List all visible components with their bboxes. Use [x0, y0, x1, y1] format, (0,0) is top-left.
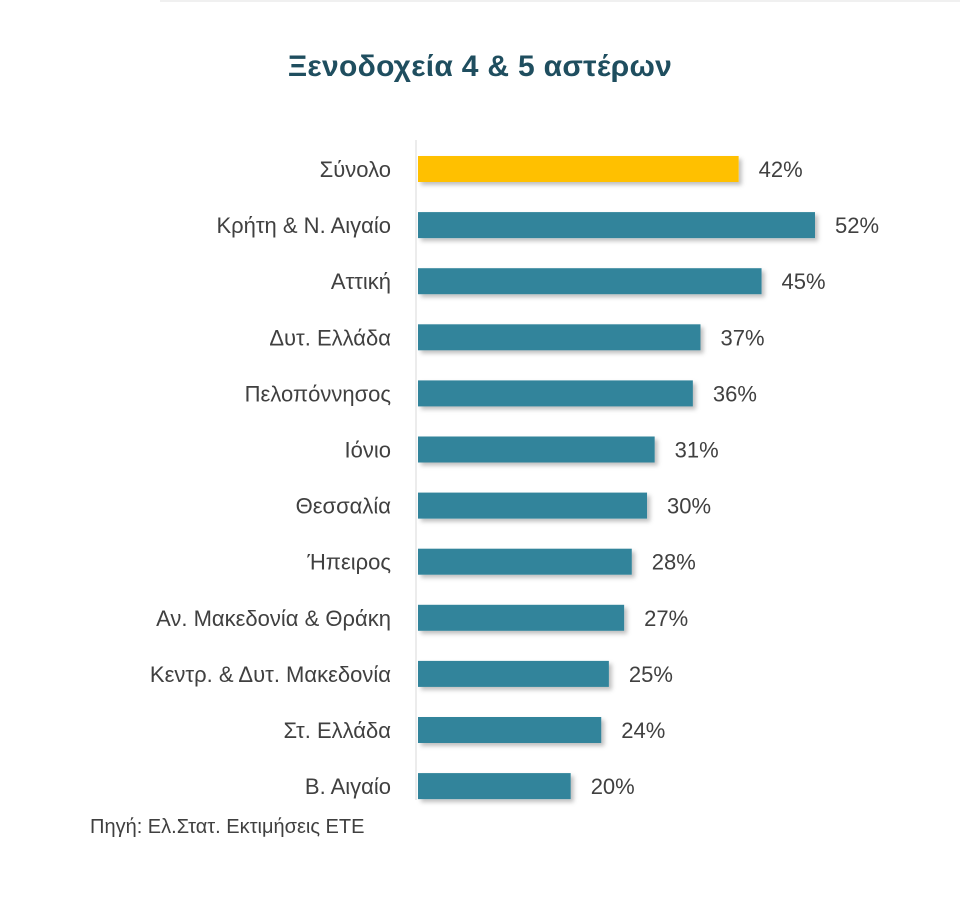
category-label: Αν. Μακεδονία & Θράκη — [156, 606, 391, 631]
bar — [418, 380, 693, 407]
category-label: Κεντρ. & Δυτ. Μακεδονία — [150, 662, 391, 687]
bar — [418, 717, 602, 743]
category-label: Στ. Ελλάδα — [284, 718, 392, 743]
category-label: Θεσσαλία — [296, 494, 392, 519]
category-label: Ιόνιο — [345, 438, 391, 463]
bar — [418, 212, 815, 239]
category-label: Σύνολο — [320, 157, 391, 182]
value-label: 27% — [644, 606, 688, 631]
value-label: 42% — [759, 157, 803, 182]
bar — [418, 492, 648, 519]
category-label: Πελοπόννησος — [245, 381, 391, 406]
value-label: 20% — [591, 774, 635, 799]
bar — [418, 660, 609, 687]
category-label: Β. Αιγαίο — [305, 774, 391, 799]
chart-title: Ξενοδοχεία 4 & 5 αστέρων — [287, 50, 673, 83]
category-label: Δυτ. Ελλάδα — [269, 325, 391, 350]
top-rule — [160, 0, 960, 2]
bar — [418, 773, 571, 800]
value-label: 30% — [667, 494, 711, 519]
category-label: Κρήτη & Ν. Αιγαίο — [216, 213, 391, 238]
bar — [418, 324, 701, 351]
value-label: 31% — [675, 438, 719, 463]
bar-total — [418, 156, 739, 182]
bar — [418, 436, 655, 463]
bar — [418, 604, 625, 631]
value-label: 37% — [720, 325, 764, 350]
value-label: 52% — [835, 213, 879, 238]
bar — [418, 268, 762, 295]
category-label: Αττική — [331, 269, 391, 294]
value-label: 45% — [782, 269, 826, 294]
bar — [418, 548, 632, 575]
value-label: 28% — [652, 550, 696, 575]
value-label: 36% — [713, 381, 757, 406]
value-label: 24% — [621, 718, 665, 743]
value-label: 25% — [629, 662, 673, 687]
category-label: Ήπειρος — [306, 550, 391, 575]
source-note: Πηγή: Ελ.Στατ. Εκτιμήσεις ΕΤΕ — [90, 816, 365, 838]
